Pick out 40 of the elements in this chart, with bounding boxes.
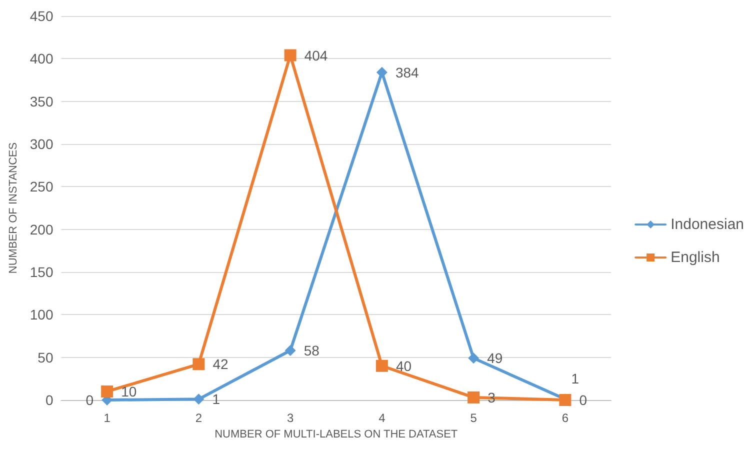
y-tick-label: 100 — [30, 306, 54, 323]
data-label: 40 — [396, 358, 412, 374]
x-tick-label: 1 — [104, 411, 111, 425]
x-tick-label: 6 — [562, 411, 569, 425]
point — [468, 391, 480, 404]
x-tick-label: 5 — [470, 411, 478, 425]
legend-label: Indonesian — [670, 216, 744, 233]
x-tick-label: 4 — [378, 411, 386, 425]
point — [193, 394, 204, 405]
y-tick-label: 350 — [30, 93, 54, 110]
y-tick-label: 450 — [30, 8, 54, 24]
y-tick-label: 250 — [30, 178, 54, 195]
data-label: 58 — [304, 342, 320, 359]
point — [284, 49, 296, 62]
data-label: 0 — [579, 392, 588, 408]
legend-label: English — [670, 249, 720, 266]
y-tick-label: 150 — [30, 264, 54, 280]
x-tick-label: 2 — [195, 411, 202, 425]
data-label: 0 — [86, 392, 94, 408]
point — [468, 352, 480, 364]
data-label: 49 — [487, 350, 503, 366]
point — [376, 360, 388, 372]
point — [192, 358, 205, 370]
data-label: 404 — [304, 47, 328, 64]
point — [101, 385, 114, 398]
point — [376, 66, 388, 78]
data-label: 1 — [212, 391, 220, 408]
y-tick-label: 300 — [30, 136, 54, 152]
x-tick-label: 3 — [286, 411, 294, 425]
y-tick-label: 400 — [30, 50, 54, 67]
data-label: 384 — [395, 64, 420, 80]
data-label: 10 — [121, 383, 137, 400]
y-tick-label: 50 — [38, 349, 54, 366]
data-label: 42 — [212, 356, 228, 372]
y-tick-label: 200 — [30, 221, 54, 238]
data-label: 1 — [571, 370, 580, 387]
point — [284, 345, 296, 356]
x-axis-title: NUMBER OF MULTI-LABELS ON THE DATASET — [214, 428, 458, 440]
y-axis-title: NUMBER OF INSTANCES — [8, 142, 20, 274]
y-tick-label: 0 — [45, 392, 54, 408]
